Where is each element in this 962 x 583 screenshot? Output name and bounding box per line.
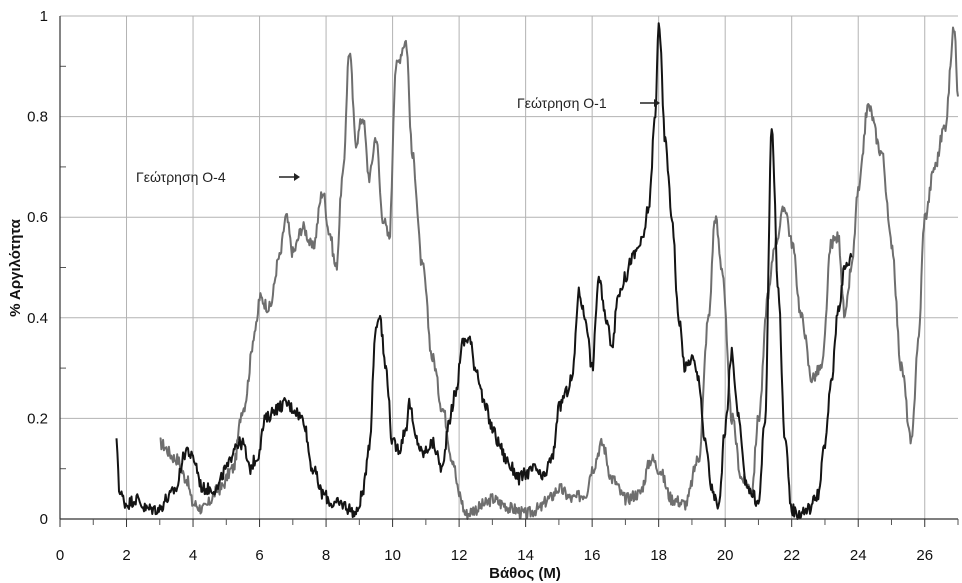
axes (59, 16, 959, 527)
series-annotation-label: Γεώτρηση O-4 (136, 169, 226, 185)
grid-lines (59, 15, 958, 520)
series-line-o4 (159, 26, 959, 520)
y-tick-label: 1 (40, 8, 48, 25)
x-tick-label: 10 (384, 547, 401, 564)
x-tick-label: 14 (517, 547, 534, 564)
series-layer (115, 22, 959, 520)
series-annotation-label: Γεώτρηση O-1 (517, 95, 607, 111)
x-tick-label: 22 (783, 547, 800, 564)
x-tick-label: 8 (322, 547, 330, 564)
x-tick-label: 24 (850, 547, 867, 564)
y-tick-label: 0.4 (27, 310, 48, 327)
x-tick-label: 12 (451, 547, 468, 564)
x-tick-label: 6 (255, 547, 263, 564)
x-tick-label: 20 (717, 547, 734, 564)
y-tick-label: 0 (40, 511, 48, 528)
y-tick-label: 0.6 (27, 209, 48, 226)
x-tick-label: 0 (56, 547, 64, 564)
annotations: Γεώτρηση O-4 Γεώτρηση O-1 (136, 95, 660, 185)
series-line-o1 (115, 22, 853, 520)
annotation-arrowhead (294, 173, 300, 181)
x-tick-label: 26 (916, 547, 933, 564)
x-tick-label: 2 (122, 547, 130, 564)
y-tick-label: 0.2 (27, 410, 48, 427)
x-axis-title: Βάθος (M) (489, 565, 561, 582)
x-tick-label: 18 (650, 547, 667, 564)
annotation-arrowhead (654, 99, 660, 107)
x-tick-label: 4 (189, 547, 197, 564)
y-tick-label: 0.8 (27, 109, 48, 126)
y-axis-title: % Αργιλότητα (7, 218, 24, 317)
x-tick-label: 16 (584, 547, 601, 564)
